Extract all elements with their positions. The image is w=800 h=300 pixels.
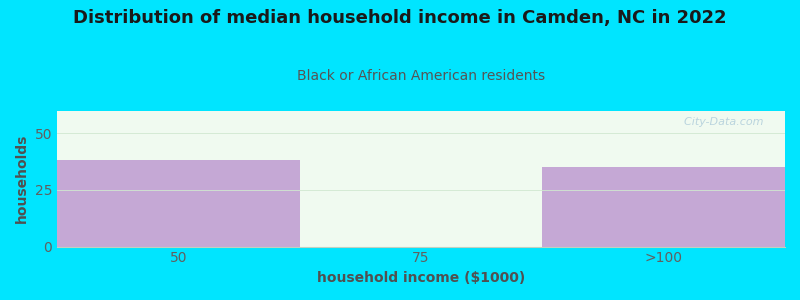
- Bar: [300, 111, 542, 247]
- Bar: [542, 167, 785, 247]
- Bar: [542, 111, 785, 247]
- Bar: [57, 160, 300, 247]
- X-axis label: household income ($1000): household income ($1000): [317, 271, 525, 285]
- Bar: [57, 111, 300, 247]
- Y-axis label: households: households: [15, 134, 29, 223]
- Title: Black or African American residents: Black or African American residents: [297, 69, 545, 83]
- Text: City-Data.com: City-Data.com: [677, 117, 763, 128]
- Text: Distribution of median household income in Camden, NC in 2022: Distribution of median household income …: [73, 9, 727, 27]
